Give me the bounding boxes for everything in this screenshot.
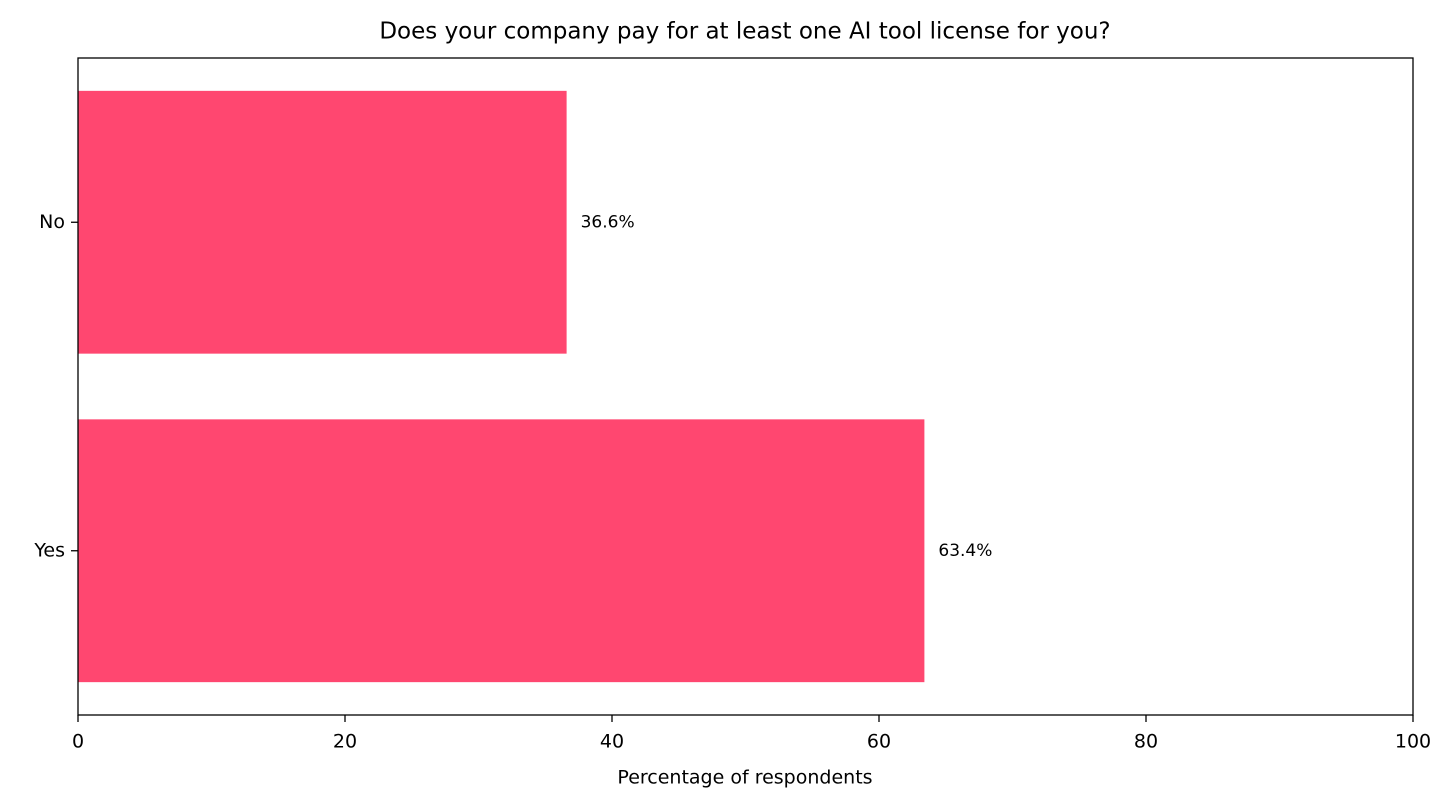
x-tick-label: 100: [1395, 731, 1431, 753]
y-tick-label: No: [39, 211, 65, 233]
x-tick-label: 60: [867, 731, 891, 753]
value-label: 36.6%: [581, 212, 635, 232]
plot-frame: [77, 57, 1414, 716]
x-tick-label: 0: [72, 731, 84, 753]
y-tick-label: Yes: [33, 539, 65, 561]
bar: [78, 419, 925, 683]
value-label: 63.4%: [938, 541, 992, 561]
x-tick-label: 40: [600, 731, 624, 753]
x-axis-label: Percentage of respondents: [617, 767, 872, 789]
x-tick-label: 80: [1134, 731, 1158, 753]
chart-title: Does your company pay for at least one A…: [379, 19, 1110, 45]
x-tick-label: 20: [333, 731, 357, 753]
bar: [78, 90, 567, 354]
